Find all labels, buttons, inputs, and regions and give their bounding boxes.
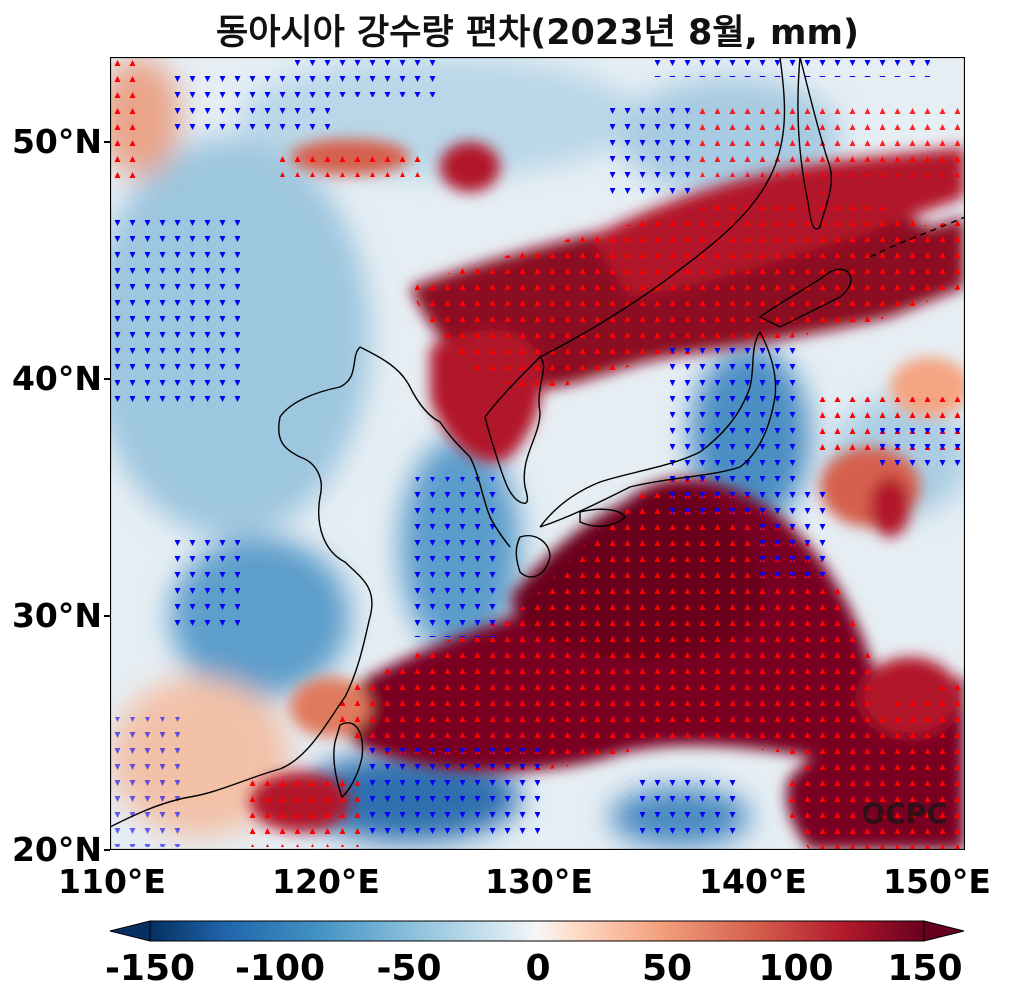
colorbar-label-neg100: -100 [234,948,326,989]
lat-tick-20 [104,849,110,851]
lat-label-50: 50°N [11,122,102,161]
colorbar-label-neg150: -150 [104,948,196,989]
colorbar [109,920,965,942]
lon-label-110: 110°E [58,862,166,901]
lat-label-30: 30°N [11,596,102,635]
lon-label-140: 140°E [699,862,807,901]
map-title: 동아시아 강수량 편차(2023년 8월, mm) [216,13,859,53]
precip-anomaly-map [109,56,966,851]
colorbar-label-0: 0 [525,948,551,989]
colorbar-label-neg50: -50 [376,948,442,989]
colorbar-label-50: 50 [641,948,693,989]
lon-label-120: 120°E [272,862,380,901]
lat-label-20: 20°N [11,830,102,869]
lat-label-40: 40°N [11,359,102,398]
map-panel: OCPC [109,56,966,851]
lon-label-130: 130°E [485,862,593,901]
colorbar-label-150: 150 [887,948,963,989]
lat-tick-40 [104,378,110,380]
lon-label-150: 150°E [883,862,991,901]
colorbar-label-100: 100 [758,948,834,989]
lat-tick-30 [104,615,110,617]
ocpc-watermark: OCPC [861,797,947,830]
lat-tick-50 [104,141,110,143]
